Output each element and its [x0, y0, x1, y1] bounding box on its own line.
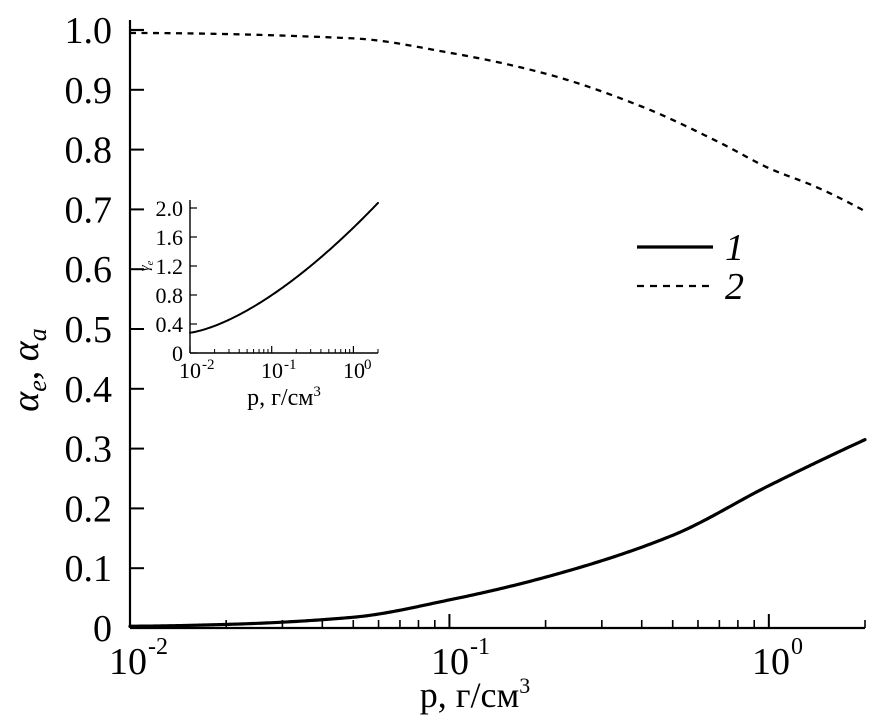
- svg-text:1.0: 1.0: [65, 10, 113, 52]
- svg-text:0.6: 0.6: [65, 249, 113, 291]
- svg-text:2.0: 2.0: [156, 196, 184, 221]
- svg-text:0.5: 0.5: [65, 309, 113, 351]
- svg-text:0.4: 0.4: [156, 312, 184, 337]
- svg-text:10: 10: [109, 641, 147, 683]
- svg-text:1: 1: [725, 227, 744, 269]
- svg-text:0.4: 0.4: [65, 369, 113, 411]
- svg-text:1.6: 1.6: [156, 225, 184, 250]
- svg-text:0: 0: [364, 357, 372, 373]
- svg-text:αe, αa: αe, αa: [5, 328, 52, 411]
- svg-text:10: 10: [261, 358, 283, 383]
- svg-text:1.2: 1.2: [156, 254, 184, 279]
- svg-text:0.8: 0.8: [65, 130, 113, 172]
- svg-text:10: 10: [343, 358, 365, 383]
- svg-text:10: 10: [179, 358, 201, 383]
- svg-text:0.7: 0.7: [65, 189, 113, 231]
- svg-text:2: 2: [725, 266, 744, 308]
- svg-text:-1: -1: [470, 634, 490, 660]
- svg-text:р, г/см3: р, г/см3: [247, 384, 321, 411]
- svg-text:0.9: 0.9: [65, 70, 113, 112]
- svg-text:10: 10: [752, 641, 790, 683]
- svg-text:0.2: 0.2: [65, 488, 113, 530]
- svg-text:0: 0: [791, 634, 803, 660]
- svg-text:-1: -1: [284, 357, 297, 373]
- svg-text:-2: -2: [202, 357, 215, 373]
- svg-text:0.3: 0.3: [65, 429, 113, 471]
- svg-text:-2: -2: [148, 634, 168, 660]
- svg-text:0.8: 0.8: [156, 283, 184, 308]
- svg-text:р, г/см3: р, г/см3: [420, 673, 531, 715]
- svg-text:0.1: 0.1: [65, 548, 113, 590]
- svg-text:γe: γe: [137, 260, 156, 271]
